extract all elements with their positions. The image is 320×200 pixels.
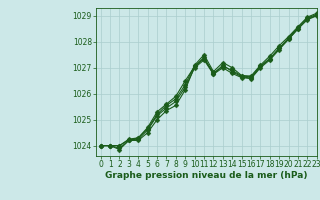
X-axis label: Graphe pression niveau de la mer (hPa): Graphe pression niveau de la mer (hPa) — [105, 171, 308, 180]
